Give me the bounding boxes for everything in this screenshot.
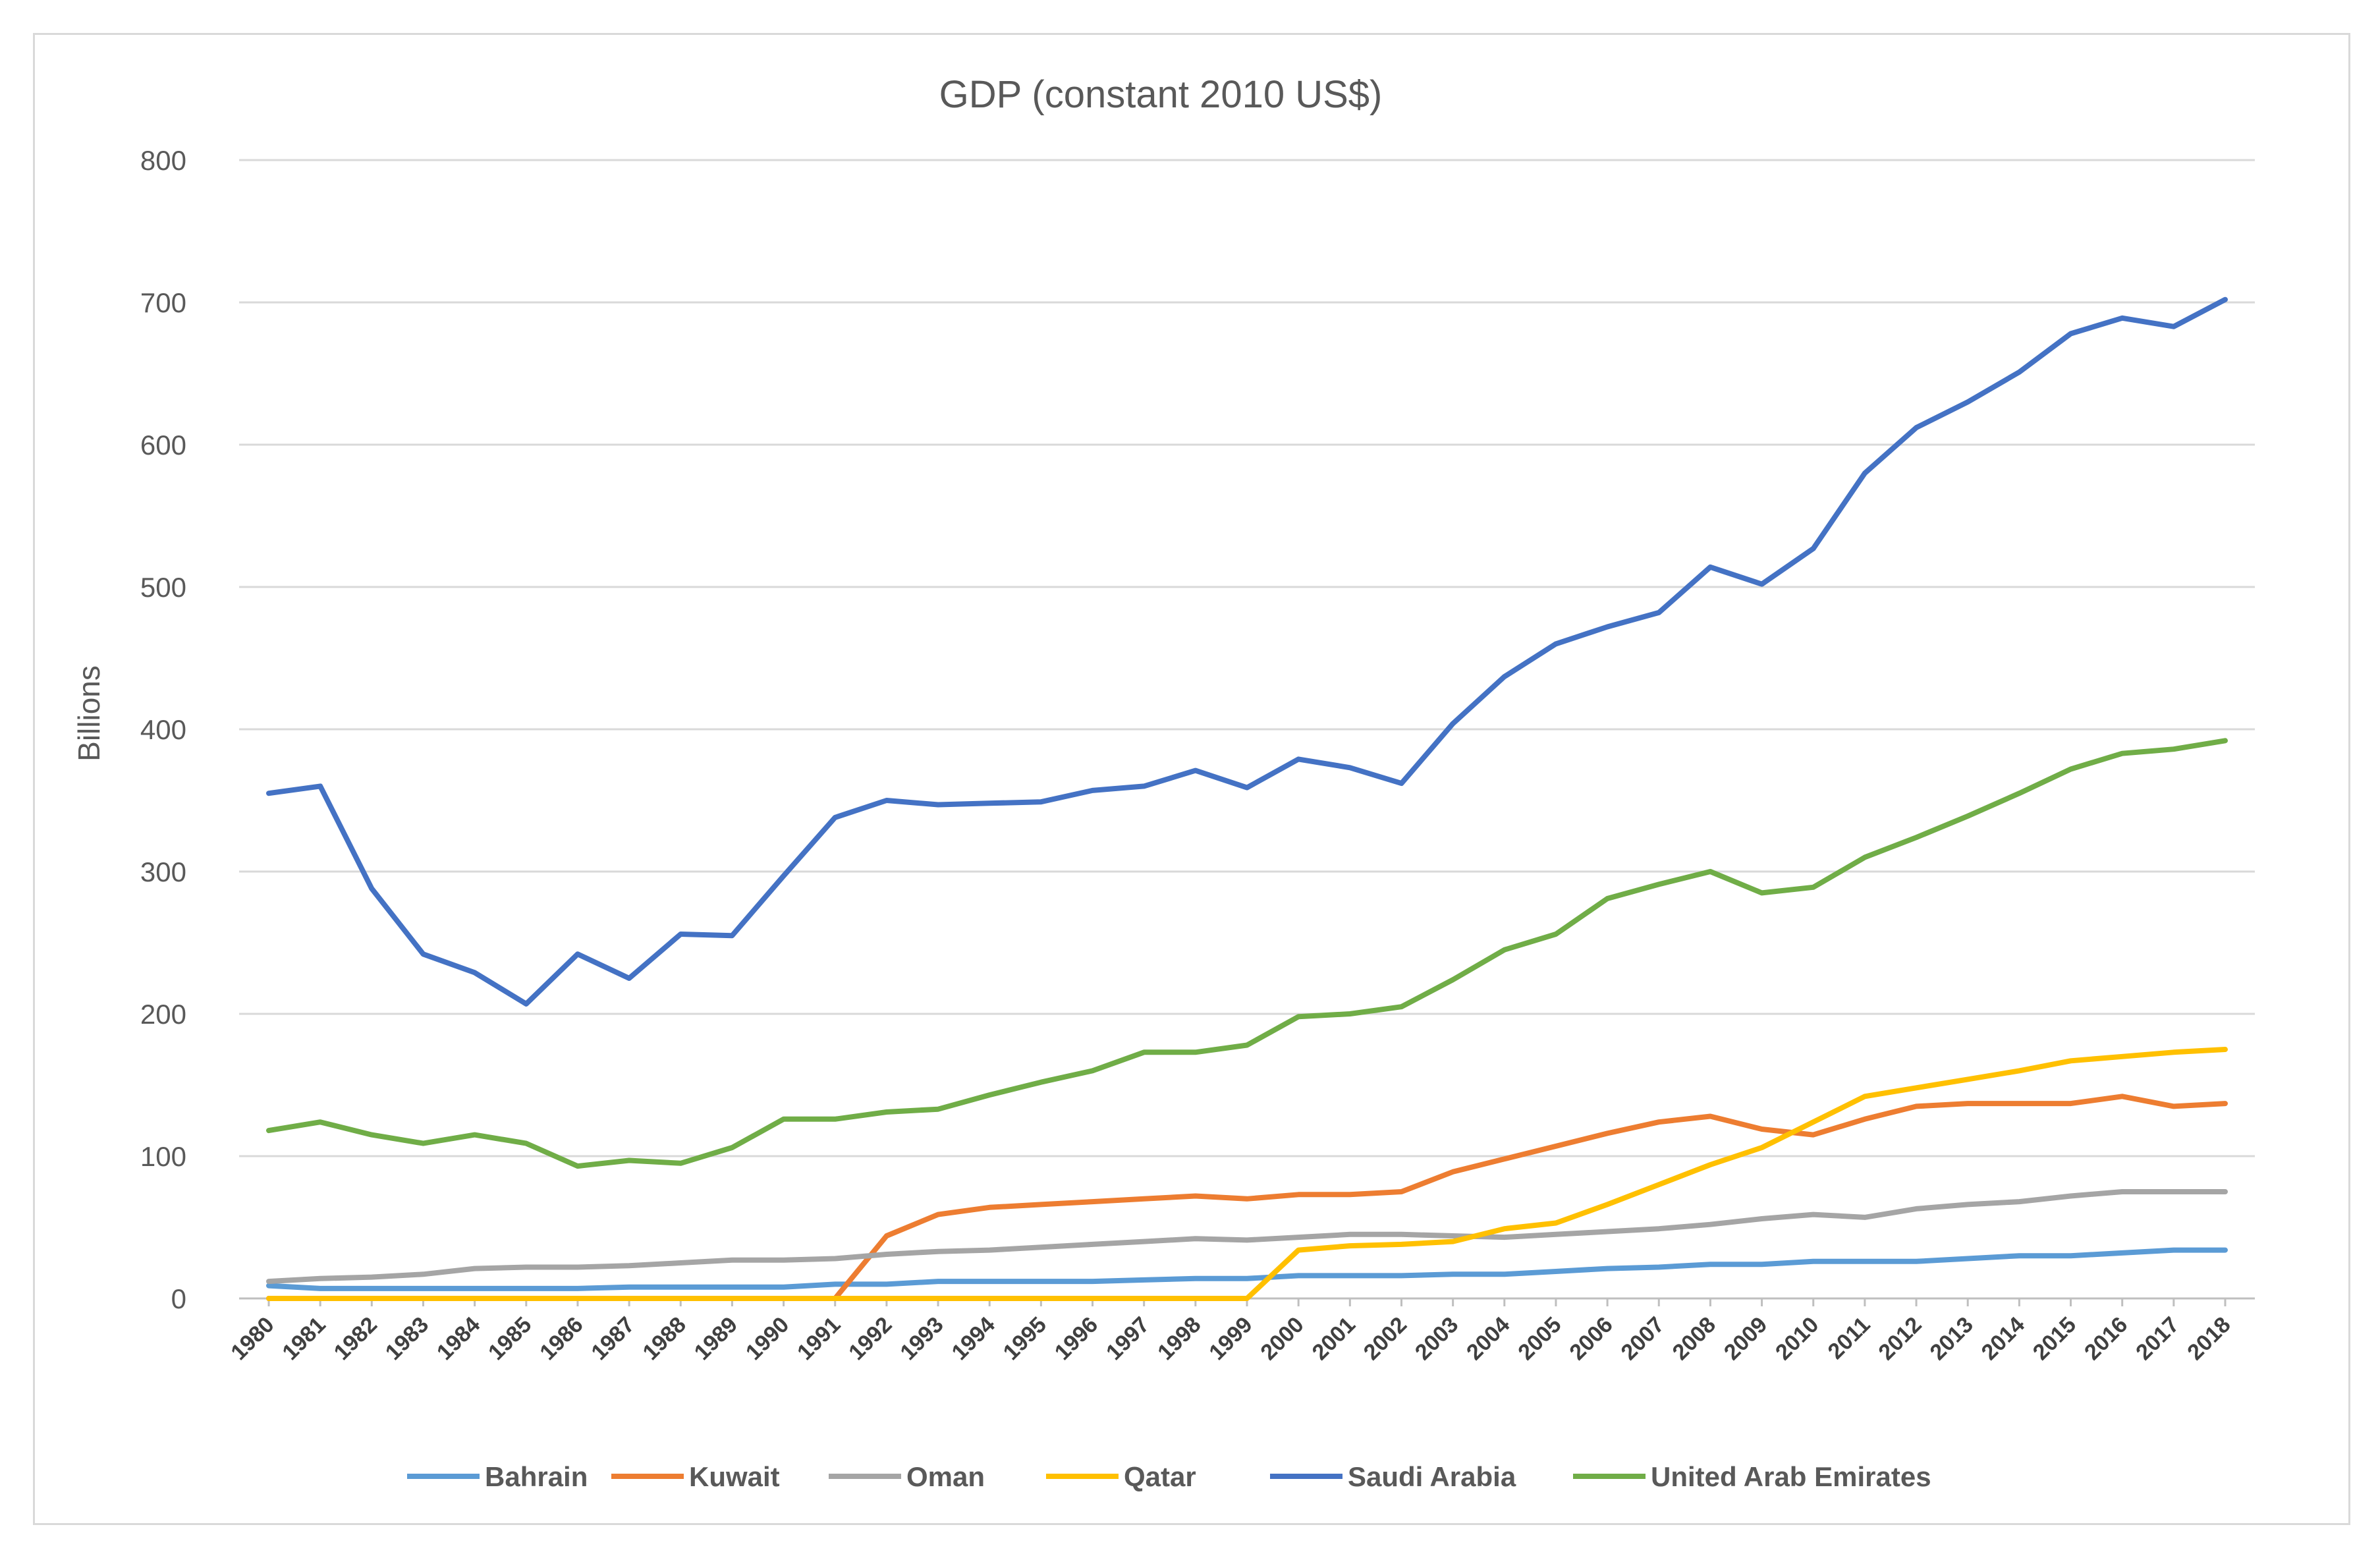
- x-tick-label-1988: 1988: [638, 1312, 691, 1365]
- y-tick-label-600: 600: [140, 430, 186, 460]
- y-axis-title: Billions: [72, 665, 106, 762]
- legend-label-oman: Oman: [906, 1461, 985, 1492]
- series-line-qatar: [266, 1047, 2228, 1301]
- x-tick-label-2013: 2013: [1925, 1312, 1978, 1365]
- x-tick-label-1986: 1986: [535, 1312, 588, 1365]
- x-tick-label-1993: 1993: [895, 1312, 948, 1365]
- x-tick-label-1999: 1999: [1204, 1312, 1257, 1365]
- x-tick-label-1997: 1997: [1101, 1312, 1154, 1365]
- y-tick-label-200: 200: [140, 999, 186, 1030]
- series-lines: [266, 296, 2228, 1301]
- x-tick-label-2002: 2002: [1359, 1312, 1412, 1365]
- x-tick-label-1994: 1994: [947, 1312, 1000, 1365]
- legend-label-kuwait: Kuwait: [689, 1461, 780, 1492]
- x-tick-label-2017: 2017: [2131, 1312, 2184, 1365]
- x-tick-label-2011: 2011: [1823, 1312, 1875, 1364]
- series-line-bahrain: [266, 1247, 2228, 1291]
- x-tick-label-1992: 1992: [844, 1312, 897, 1365]
- x-tick-label-2003: 2003: [1410, 1312, 1463, 1365]
- x-tick-label-1987: 1987: [586, 1312, 639, 1365]
- x-tick-label-2010: 2010: [1771, 1312, 1823, 1365]
- chart-title: GDP (constant 2010 US$): [939, 73, 1383, 116]
- x-tick-label-2006: 2006: [1564, 1312, 1617, 1365]
- x-tick-label-1983: 1983: [381, 1312, 433, 1365]
- y-tick-label-500: 500: [140, 572, 186, 603]
- x-tick-label-2001: 2001: [1308, 1312, 1360, 1365]
- x-tick-label-2000: 2000: [1256, 1312, 1308, 1365]
- x-tick-label-2012: 2012: [1873, 1312, 1926, 1365]
- x-tick-label-2008: 2008: [1668, 1312, 1721, 1365]
- x-tick-label-2009: 2009: [1719, 1312, 1772, 1365]
- x-tick-label-2018: 2018: [2182, 1312, 2235, 1365]
- x-tick-label-1991: 1991: [792, 1312, 845, 1365]
- x-tick-label-2015: 2015: [2028, 1312, 2081, 1365]
- gridlines: [239, 159, 2255, 1157]
- series-line-saudi-arabia: [266, 296, 2228, 1007]
- x-tick-label-1985: 1985: [484, 1312, 536, 1365]
- x-tick-label-2005: 2005: [1513, 1312, 1566, 1365]
- legend-label-qatar: Qatar: [1124, 1461, 1196, 1492]
- x-tick-label-2014: 2014: [1977, 1312, 2030, 1365]
- x-tick-label-1995: 1995: [999, 1312, 1051, 1365]
- x-tick-label-1998: 1998: [1153, 1312, 1205, 1365]
- y-tick-label-300: 300: [140, 856, 186, 887]
- y-axis-ticks: 0 100 200 300 400 500 600 700 800: [140, 145, 186, 1314]
- x-tick-label-1980: 1980: [226, 1312, 279, 1365]
- x-tick-label-1990: 1990: [741, 1312, 794, 1365]
- series-line-united-arab-emirates: [266, 738, 2228, 1169]
- y-tick-label-400: 400: [140, 714, 186, 745]
- x-tick-label-1982: 1982: [329, 1312, 382, 1365]
- legend-label-bahrain: Bahrain: [485, 1461, 588, 1492]
- y-tick-label-100: 100: [140, 1141, 186, 1172]
- x-tick-label-1981: 1981: [277, 1312, 330, 1365]
- x-axis-ticks: 1980198119821983198419851986198719881989…: [226, 1298, 2236, 1365]
- x-tick-label-2016: 2016: [2080, 1312, 2132, 1365]
- series-line-oman: [266, 1189, 2228, 1285]
- gdp-line-chart: GDP (constant 2010 US$) Billions 0 100 200…: [72, 73, 2255, 1492]
- x-tick-label-1996: 1996: [1050, 1312, 1103, 1365]
- legend: Bahrain Kuwait Oman Qatar Saudi Arabia United…: [407, 1461, 1931, 1492]
- legend-label-saudi-arabia: Saudi Arabia: [1348, 1461, 1516, 1492]
- y-tick-label-0: 0: [171, 1283, 186, 1314]
- x-tick-label-2004: 2004: [1462, 1312, 1514, 1365]
- x-tick-label-2007: 2007: [1617, 1312, 1669, 1365]
- y-tick-label-800: 800: [140, 145, 186, 176]
- x-tick-label-1989: 1989: [690, 1312, 742, 1365]
- chart-frame: GDP (constant 2010 US$) Billions 0 100 200…: [33, 33, 2350, 1525]
- y-tick-label-700: 700: [140, 287, 186, 318]
- legend-label-united-arab-emirates: United Arab Emirates: [1651, 1461, 1931, 1492]
- x-tick-label-1984: 1984: [432, 1312, 485, 1365]
